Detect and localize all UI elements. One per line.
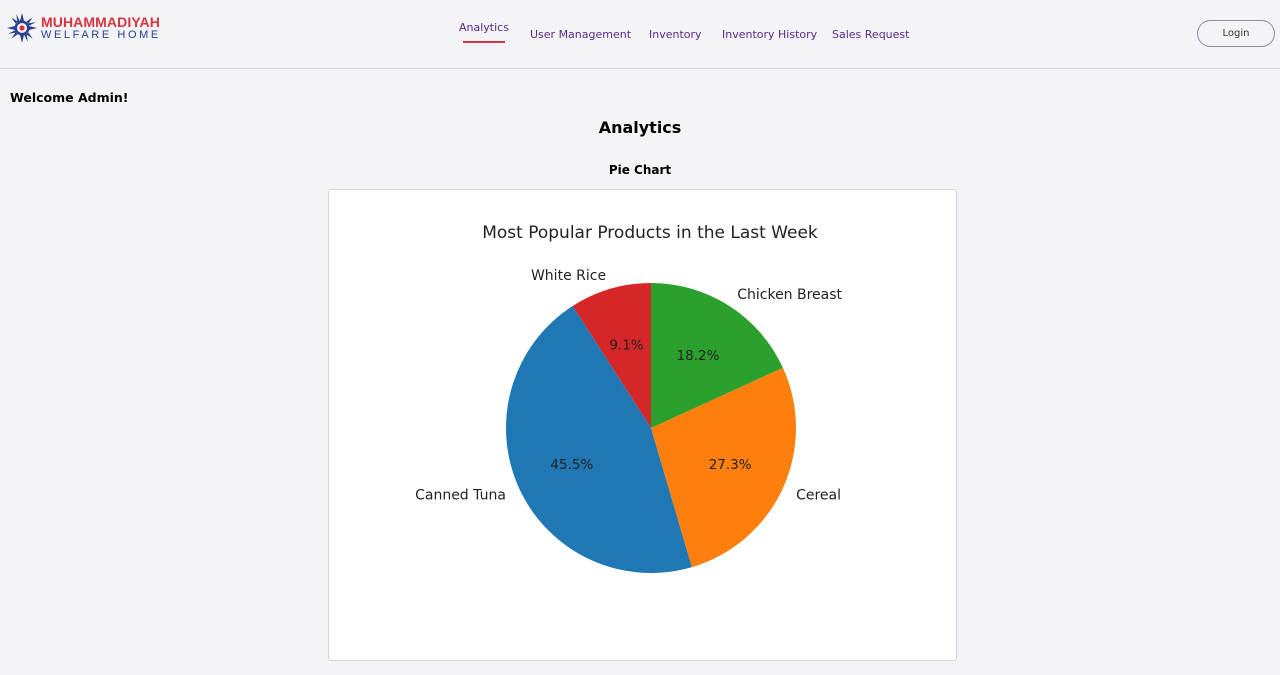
nav-user-management[interactable]: User Management [530, 28, 632, 41]
pie-category-label: Canned Tuna [415, 487, 506, 503]
pie-pct-label: 27.3% [709, 457, 752, 473]
logo-title: MUHAMMADIYAH [41, 14, 160, 30]
chart-section-title: Pie Chart [608, 163, 672, 177]
sun-emblem-icon [7, 13, 37, 43]
pie-chart: Most Popular Products in the Last Week 9… [415, 223, 843, 574]
logo[interactable]: MUHAMMADIYAH WELFARE HOME [7, 13, 161, 43]
nav-sales-request[interactable]: Sales Request [832, 28, 910, 41]
pie-pct-label: 45.5% [550, 457, 593, 473]
nav-analytics[interactable]: Analytics [459, 21, 509, 43]
pie-category-label: Chicken Breast [737, 287, 842, 303]
pie-slice-chicken-breast [651, 283, 783, 428]
chart-title: Most Popular Products in the Last Week [482, 223, 818, 243]
pie-slice-canned-tuna [506, 306, 692, 574]
nav-inventory-history[interactable]: Inventory History [722, 28, 818, 41]
pie-pct-label: 9.1% [609, 338, 643, 354]
page-title: Analytics [598, 118, 682, 137]
pie-pct-label: 18.2% [677, 348, 720, 364]
welcome-message: Welcome Admin! [10, 90, 129, 105]
logo-subtitle: WELFARE HOME [41, 29, 161, 41]
navbar: MUHAMMADIYAH WELFARE HOME Analytics User… [0, 0, 1280, 69]
chart-card: Most Popular Products in the Last Week 9… [328, 189, 957, 661]
pie-slice-cereal [651, 367, 796, 568]
pie-slice-white-rice [572, 283, 651, 428]
pie-category-label: White Rice [531, 268, 606, 284]
pie-category-label: Cereal [796, 487, 841, 503]
nav-inventory[interactable]: Inventory [649, 28, 702, 41]
login-button[interactable]: Login [1197, 20, 1275, 47]
